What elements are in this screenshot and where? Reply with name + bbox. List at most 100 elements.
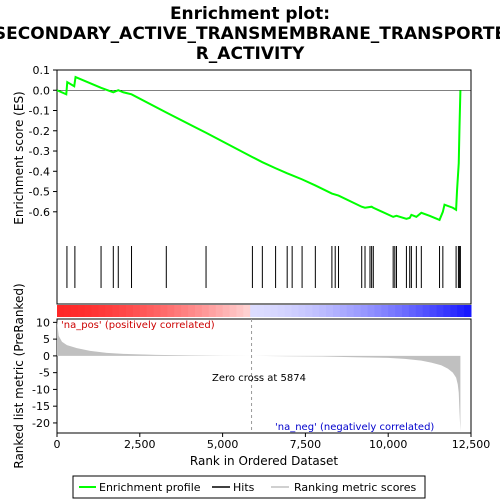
band-segment bbox=[374, 305, 382, 317]
na-neg-annotation: 'na_neg' (negatively correlated) bbox=[275, 422, 434, 433]
es-y-tick-label: 0.0 bbox=[33, 84, 51, 97]
band-segment bbox=[270, 305, 279, 317]
es-panel-frame bbox=[56, 69, 472, 305]
band-segment bbox=[126, 305, 134, 317]
band-segment bbox=[250, 305, 258, 317]
band-segment bbox=[243, 305, 251, 317]
metric-y-tick-label: -15 bbox=[32, 400, 50, 413]
zero-cross-annotation: Zero cross at 5874 bbox=[212, 373, 306, 384]
x-tick-label: 5,000 bbox=[207, 438, 239, 451]
band-segment bbox=[429, 305, 437, 317]
x-tick-label: 0 bbox=[54, 438, 61, 451]
band-segment bbox=[277, 305, 286, 317]
x-tick-label: 12,500 bbox=[452, 438, 491, 451]
es-y-tick-label: -0.2 bbox=[29, 125, 50, 138]
band-segment bbox=[305, 305, 313, 317]
band-segment bbox=[105, 305, 113, 317]
band-segment bbox=[312, 305, 320, 317]
band-segment bbox=[388, 305, 396, 317]
metric-y-tick-label: 5 bbox=[43, 333, 50, 346]
es-y-tick-label: -0.5 bbox=[29, 186, 50, 199]
band-segment bbox=[77, 305, 86, 317]
band-segment bbox=[402, 305, 410, 317]
metric-y-tick-label: -5 bbox=[39, 367, 50, 380]
es-y-axis: 0.1 0.0 -0.1 -0.2 -0.3 -0.4 -0.5 -0.6 bbox=[29, 64, 57, 219]
band-segment bbox=[181, 305, 189, 317]
title-line-2: SECONDARY_ACTIVE_TRANSMEMBRANE_TRANSPORT… bbox=[0, 24, 500, 44]
band-segment bbox=[215, 305, 224, 317]
band-segment bbox=[91, 305, 99, 317]
band-segment bbox=[57, 305, 65, 317]
band-segment bbox=[264, 305, 272, 317]
band-segment bbox=[63, 305, 72, 317]
band-segment bbox=[201, 305, 210, 317]
band-segment bbox=[188, 305, 196, 317]
band-segment bbox=[464, 305, 472, 317]
es-y-tick-label: -0.6 bbox=[29, 206, 50, 219]
enrichment-profile-line bbox=[56, 75, 462, 222]
band-segment bbox=[415, 305, 424, 317]
band-segment bbox=[319, 305, 327, 317]
es-y-axis-label: Enrichment score (ES) bbox=[12, 91, 26, 224]
band-segment bbox=[333, 305, 341, 317]
band-segment bbox=[132, 305, 141, 317]
band-segment bbox=[174, 305, 182, 317]
band-segment bbox=[153, 305, 161, 317]
band-segment bbox=[339, 305, 348, 317]
band-segment bbox=[436, 305, 444, 317]
band-segment bbox=[298, 305, 306, 317]
es-y-tick-label: -0.1 bbox=[29, 105, 50, 118]
x-axis-label: Rank in Ordered Dataset bbox=[190, 454, 338, 468]
legend-metric-label: Ranking metric scores bbox=[294, 481, 416, 494]
title-line-1: Enrichment plot: bbox=[170, 4, 330, 24]
band-segment bbox=[395, 305, 403, 317]
band-segment bbox=[346, 305, 355, 317]
band-segment bbox=[84, 305, 92, 317]
x-tick-label: 7,500 bbox=[290, 438, 322, 451]
es-y-tick-label: -0.3 bbox=[29, 145, 50, 158]
correlation-color-band bbox=[57, 305, 472, 317]
x-tick-label: 10,000 bbox=[369, 438, 408, 451]
x-axis: 0 2,500 5,000 7,500 10,000 12,500 bbox=[54, 433, 491, 451]
metric-y-tick-label: 0 bbox=[43, 350, 50, 363]
es-panel: 0.1 0.0 -0.1 -0.2 -0.3 -0.4 -0.5 -0.6 bbox=[29, 64, 472, 317]
band-segment bbox=[160, 305, 168, 317]
band-segment bbox=[367, 305, 375, 317]
legend-box bbox=[72, 475, 426, 499]
metric-panel-frame bbox=[56, 318, 472, 434]
x-tick-label: 2,500 bbox=[124, 438, 156, 451]
legend: Enrichment profile Hits Ranking metric s… bbox=[72, 475, 426, 499]
metric-y-tick-label: -20 bbox=[32, 417, 50, 430]
band-segment bbox=[139, 305, 148, 317]
band-segment bbox=[284, 305, 293, 317]
band-segment bbox=[167, 305, 175, 317]
metric-y-tick-label: -10 bbox=[32, 383, 50, 396]
legend-hits-label: Hits bbox=[233, 481, 255, 494]
metric-y-tick-label: 10 bbox=[36, 316, 50, 329]
metric-y-axis: 10 5 0 -5 -10 -15 -20 bbox=[32, 316, 57, 430]
band-segment bbox=[229, 305, 237, 317]
band-segment bbox=[146, 305, 155, 317]
es-y-tick-label: -0.4 bbox=[29, 165, 50, 178]
band-segment bbox=[422, 305, 431, 317]
band-segment bbox=[381, 305, 389, 317]
band-segment bbox=[408, 305, 417, 317]
band-segment bbox=[360, 305, 368, 317]
hits-markers bbox=[66, 246, 461, 288]
band-segment bbox=[112, 305, 120, 317]
metric-y-axis-label: Ranked list metric (PreRanked) bbox=[12, 283, 26, 468]
title-line-3: R_ACTIVITY bbox=[196, 44, 305, 64]
band-segment bbox=[208, 305, 217, 317]
band-segment bbox=[98, 305, 106, 317]
metric-panel: 10 5 0 -5 -10 -15 -20 0 2,500 5,000 7,500 10,000 12… bbox=[32, 316, 490, 451]
band-segment bbox=[236, 305, 244, 317]
band-segment bbox=[457, 305, 465, 317]
band-segment bbox=[70, 305, 79, 317]
es-y-tick-label: 0.1 bbox=[33, 64, 51, 77]
band-segment bbox=[450, 305, 458, 317]
band-segment bbox=[195, 305, 203, 317]
band-segment bbox=[291, 305, 299, 317]
legend-profile-label: Enrichment profile bbox=[99, 481, 201, 494]
band-segment bbox=[119, 305, 127, 317]
